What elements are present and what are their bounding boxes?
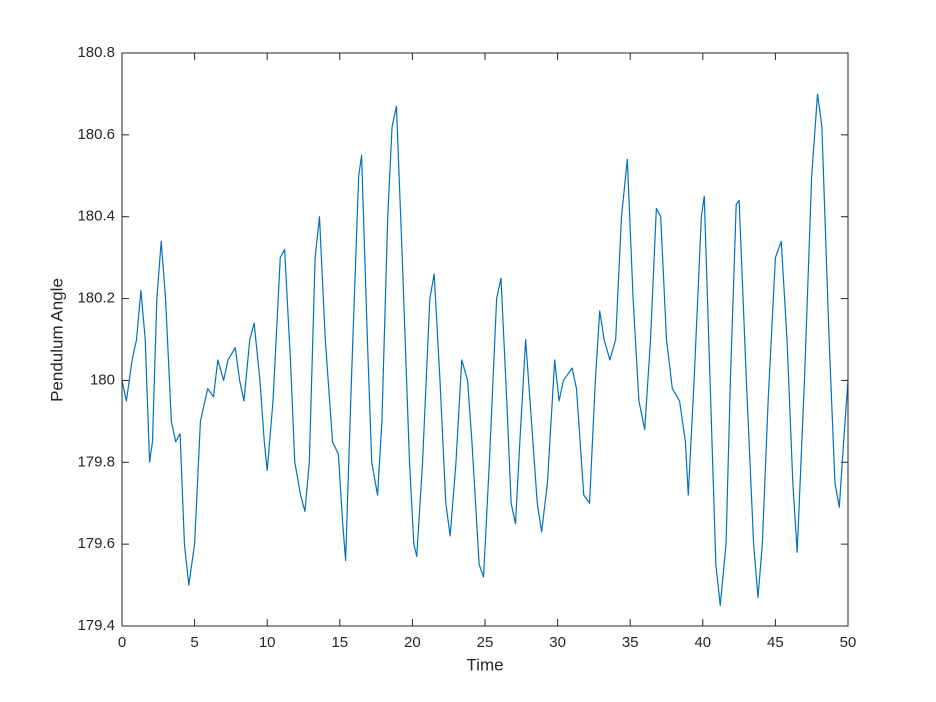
y-tick-label: 179.8 (77, 453, 115, 470)
x-tick-label: 35 (622, 634, 639, 651)
x-tick-label: 30 (549, 634, 566, 651)
x-tick-label: 50 (840, 634, 857, 651)
x-axis-label: Time (466, 655, 503, 674)
data-line (121, 93, 849, 607)
x-tick-label: 0 (118, 634, 126, 651)
y-tick-label: 179.4 (77, 617, 115, 634)
y-tick-label: 180.4 (77, 208, 115, 225)
axes-box (121, 52, 849, 627)
x-tick-label: 45 (767, 634, 784, 651)
y-tick-label: 180 (90, 371, 115, 388)
x-tick-label: 5 (190, 634, 198, 651)
y-tick-label: 180.8 (77, 44, 115, 61)
x-tick-label: 40 (694, 634, 711, 651)
y-axis-label: Pendulum Angle (47, 278, 66, 402)
y-tick-label: 180.6 (77, 126, 115, 143)
y-tick-label: 179.6 (77, 535, 115, 552)
x-tick-label: 10 (259, 634, 276, 651)
y-tick-label: 180.2 (77, 290, 115, 307)
x-tick-label: 25 (477, 634, 494, 651)
x-tick-label: 15 (331, 634, 348, 651)
x-tick-label: 20 (404, 634, 421, 651)
